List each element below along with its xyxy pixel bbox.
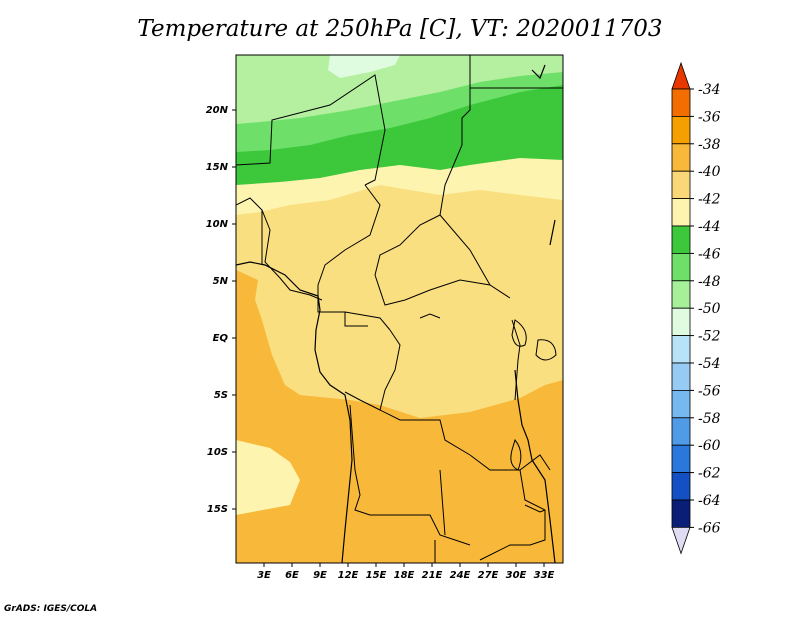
lat-label-10n: 10N	[206, 219, 229, 230]
lat-label-15s: 15S	[207, 504, 228, 515]
colorbar: -34 -36 -38 -40 -42 -44 -46 -48 -50 -52 -54 -56 -58 -…	[671, 61, 721, 555]
colorbar-label: -40	[698, 164, 721, 180]
colorbar-label: -62	[698, 466, 721, 482]
lon-label-24e: 24E	[450, 570, 471, 581]
lon-label-15e: 15E	[366, 570, 387, 581]
pale-cyan-patch	[328, 55, 400, 78]
colorbar-label: -46	[698, 246, 721, 262]
colorbar-swatch	[671, 280, 691, 309]
colorbar-swatch	[671, 252, 691, 282]
colorbar-swatch	[671, 307, 691, 337]
colorbar-label: -34	[698, 82, 721, 98]
colorbar-swatch	[671, 143, 691, 172]
lat-label-5n: 5N	[213, 276, 229, 287]
longitude-axis: 3E 6E 9E 12E 15E 18E 21E 24E 27E 30E 33E	[257, 563, 555, 581]
lon-label-30e: 30E	[506, 570, 527, 581]
colorbar-swatch	[671, 389, 691, 419]
colorbar-swatch	[671, 116, 691, 145]
orange-region	[236, 270, 563, 563]
lon-label-18e: 18E	[394, 570, 415, 581]
colorbar-swatch	[671, 362, 691, 391]
map-frame	[235, 54, 564, 564]
colorbar-swatch	[671, 88, 691, 117]
colorbar-label: -44	[698, 219, 721, 235]
country-borders	[236, 55, 563, 563]
dark-green-band	[236, 80, 563, 185]
colorbar-label: -52	[698, 329, 721, 345]
colorbar-label: -60	[698, 438, 721, 454]
lon-label-9e: 9E	[313, 570, 327, 581]
colorbar-swatch	[671, 527, 691, 555]
lon-label-3e: 3E	[257, 570, 271, 581]
colorbar-swatch	[671, 170, 691, 199]
lon-label-6e: 6E	[285, 570, 299, 581]
lat-label-eq: EQ	[213, 333, 229, 344]
lon-label-27e: 27E	[478, 570, 499, 581]
light-green-band	[236, 55, 563, 124]
pale-yellow-pocket	[236, 440, 300, 515]
colorbar-label: -56	[698, 383, 721, 399]
colorbar-label: -64	[698, 493, 721, 509]
colorbar-label: -66	[698, 520, 721, 536]
colorbar-label: -54	[698, 356, 721, 372]
lat-label-15n: 15N	[206, 162, 229, 173]
map-title: Temperature at 250hPa [C], VT: 202001170…	[137, 16, 663, 42]
lakes	[419, 313, 557, 513]
latitude-axis: 20N 15N 10N 5N EQ 5S 10S 15S	[206, 105, 236, 515]
lat-label-10s: 10S	[207, 447, 228, 458]
colorbar-label: -36	[698, 109, 721, 125]
colorbar-label: -38	[698, 137, 721, 153]
colorbar-swatch	[671, 472, 691, 501]
colorbar-swatch	[671, 335, 691, 364]
lat-label-20n: 20N	[206, 105, 229, 116]
colorbar-label: -42	[698, 192, 721, 208]
lon-label-12e: 12E	[338, 570, 359, 581]
colorbar-swatch	[671, 61, 691, 90]
coastline	[236, 64, 556, 563]
mid-green-band	[236, 68, 563, 152]
orange-left-coast	[236, 270, 258, 345]
colorbar-swatch	[671, 225, 691, 254]
colorbar-swatch	[671, 198, 691, 227]
grads-credit: GrADS: IGES/COLA	[4, 604, 98, 614]
lon-label-33e: 33E	[534, 570, 555, 581]
colorbar-label: -48	[698, 274, 721, 290]
colorbar-label: -58	[698, 411, 721, 427]
colorbar-swatch	[671, 499, 691, 528]
lon-label-21e: 21E	[422, 570, 443, 581]
colorbar-swatch	[671, 417, 691, 446]
shaded-temperature-field	[236, 55, 563, 563]
colorbar-label: -50	[698, 301, 721, 317]
colorbar-swatch	[671, 444, 691, 474]
lat-label-5s: 5S	[214, 390, 228, 401]
